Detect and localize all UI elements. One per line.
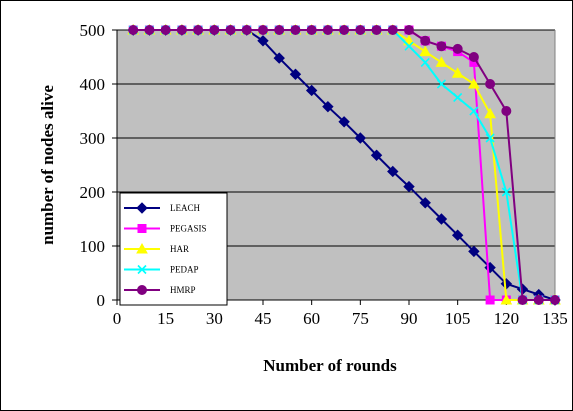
data-point-hmrp [258,25,268,35]
y-axis-title: number of nodes alive [38,85,57,245]
legend-item-pedap: PEDAP [124,265,199,275]
data-point-hmrp [452,43,463,54]
legend-label: PEDAP [170,265,199,275]
data-point-pegasis [485,295,495,305]
y-tick-label: 300 [80,129,106,148]
series-hmrp [128,25,560,305]
legend-swatch-marker [137,224,147,233]
data-point-hmrp [501,106,512,116]
data-point-pedap [404,41,414,51]
x-tick-label: 75 [352,309,369,328]
data-point-pedap [436,79,447,89]
data-point-leach [419,197,431,209]
data-point-hmrp [225,25,236,35]
data-point-har [435,56,448,67]
data-point-har [419,45,432,57]
data-point-hmrp [420,35,431,46]
data-point-leach [305,84,318,97]
x-tick-label: 120 [494,309,520,328]
legend-label: LEACH [170,203,200,213]
y-tick-label: 400 [80,75,106,94]
tick-labels: 0 15 30 45 60 75 90 105 120 135 0 100 200 300 400 500 [80,21,568,328]
data-point-hmrp [550,295,560,305]
series-group [127,23,561,306]
data-point-hmrp [404,25,414,35]
legend-swatch-marker [136,202,148,214]
legend-swatch-marker [137,264,147,275]
data-point-hmrp [128,25,139,35]
data-point-pedap [501,187,511,197]
data-point-leach [322,100,334,113]
data-point-hmrp [193,25,204,35]
data-point-hmrp [322,25,333,35]
legend-label: PEGASIS [170,224,207,234]
x-tick-label: 135 [542,309,568,328]
x-tick-label: 30 [206,309,223,328]
data-point-leach [451,229,464,241]
data-point-hmrp [241,25,252,35]
data-point-hmrp [339,25,350,35]
legend-item-har: HAR [124,242,189,254]
data-point-leach [354,132,367,144]
data-point-hmrp [485,79,496,89]
data-point-leach [403,180,415,193]
data-point-hmrp [468,52,479,62]
data-point-hmrp [355,25,366,35]
data-point-hmrp [306,25,317,35]
data-point-hmrp [533,295,544,305]
data-point-leach [273,52,285,64]
data-point-leach [435,213,448,225]
legend: LEACH PEGASIS HAR PEDAP HMRP [119,192,228,306]
legend-item-hmrp: HMRP [124,285,196,295]
legend-item-leach: LEACH [124,202,200,214]
x-tick-label: 60 [303,309,320,328]
y-tick-label: 100 [80,237,106,256]
legend-item-pegasis: PEGASIS [124,224,207,234]
legend-label: HAR [170,244,189,254]
x-tick-label: 105 [445,309,471,328]
data-point-hmrp [144,25,155,35]
data-point-hmrp [290,25,301,35]
data-point-leach [289,68,302,80]
y-tick-label: 0 [97,291,106,310]
data-point-har [500,293,513,305]
data-point-pedap [469,106,479,116]
data-point-hmrp [436,41,447,52]
x-tick-label: 15 [157,309,174,328]
data-point-hmrp [371,25,382,35]
data-point-hmrp [517,295,528,305]
data-point-hmrp [209,25,220,35]
data-point-pedap [485,133,495,143]
data-point-hmrp [176,25,187,35]
data-point-leach [338,116,350,128]
data-point-leach [387,165,399,178]
data-point-hmrp [387,25,398,35]
data-point-har [484,107,496,119]
x-tick-label: 90 [401,309,418,328]
data-point-hmrp [160,25,171,35]
data-point-leach [468,245,480,258]
legend-swatch-marker [136,242,148,254]
legend-swatch-marker [137,285,147,295]
legend-label: HMRP [170,285,196,295]
x-tick-label: 45 [255,309,272,328]
y-tick-label: 500 [80,21,106,40]
data-point-pedap [420,57,430,67]
y-tick-label: 200 [80,183,106,202]
data-point-har [451,67,464,78]
x-tick-label: 0 [113,309,122,328]
data-point-pedap [453,92,463,103]
x-axis-title: Number of rounds [263,356,397,375]
data-point-leach [257,35,269,47]
data-point-leach [370,149,383,161]
data-point-hmrp [274,25,285,35]
data-point-har [468,77,480,89]
